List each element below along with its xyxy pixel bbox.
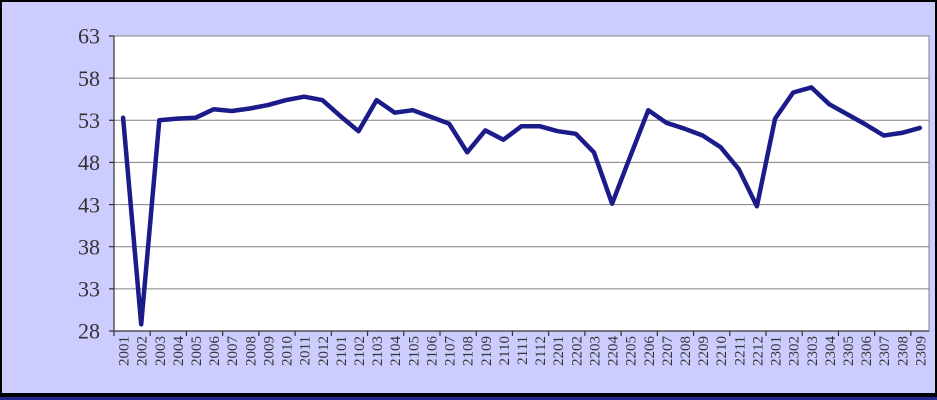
x-axis-label: 2107 <box>443 336 459 367</box>
y-axis-label: 38 <box>78 234 100 259</box>
x-axis-label: 2201 <box>551 336 567 366</box>
x-axis-label: 2002 <box>135 336 151 366</box>
x-axis-label: 2306 <box>859 336 875 367</box>
x-axis-label: 2006 <box>207 336 223 367</box>
x-axis-label: 2112 <box>533 336 549 365</box>
x-axis-label: 2209 <box>696 336 712 366</box>
x-axis-label: 2106 <box>424 336 440 367</box>
plot-area <box>113 35 930 332</box>
x-axis-label: 2007 <box>225 336 241 367</box>
x-axis-label: 2202 <box>569 336 585 366</box>
x-axis-label: 2205 <box>624 336 640 366</box>
x-axis-label: 2004 <box>171 336 187 367</box>
x-axis-label: 2102 <box>352 336 368 366</box>
x-axis-label: 2208 <box>678 336 694 366</box>
x-axis-label: 2204 <box>606 336 622 367</box>
x-axis-label: 2301 <box>769 336 785 366</box>
x-axis-label: 2210 <box>714 336 730 366</box>
x-axis-label: 2104 <box>388 336 404 367</box>
x-axis-label: 2103 <box>370 336 386 366</box>
x-axis-label: 2304 <box>823 336 839 367</box>
y-axis-label: 28 <box>78 319 100 344</box>
y-axis-label: 53 <box>78 108 100 133</box>
x-axis-label: 2308 <box>895 336 911 366</box>
x-axis-label: 2008 <box>243 336 259 366</box>
x-axis-label: 2010 <box>280 336 296 366</box>
x-axis-label: 2005 <box>189 336 205 366</box>
x-axis-label: 2309 <box>913 336 929 366</box>
x-axis-label: 2307 <box>877 336 893 367</box>
x-axis-label: 2211 <box>732 336 748 365</box>
x-axis-label: 2109 <box>479 336 495 366</box>
x-axis-label: 2003 <box>153 336 169 366</box>
y-axis-label: 48 <box>78 150 100 175</box>
x-axis-label: 2206 <box>642 336 658 367</box>
x-axis-label: 2001 <box>117 336 133 366</box>
x-axis-label: 2303 <box>805 336 821 366</box>
y-axis-label: 43 <box>78 192 100 217</box>
x-axis-label: 2305 <box>841 336 857 366</box>
y-axis-label: 33 <box>78 277 100 302</box>
bottom-border-line <box>0 394 937 397</box>
x-axis-label: 2012 <box>316 336 332 366</box>
y-axis-label: 63 <box>78 24 100 49</box>
x-axis-label: 2009 <box>261 336 277 366</box>
x-axis-label: 2207 <box>660 336 676 367</box>
x-axis-label: 2212 <box>750 336 766 366</box>
x-axis-label: 2302 <box>787 336 803 366</box>
x-axis-label: 2011 <box>298 336 314 365</box>
y-axis-label: 58 <box>78 66 100 91</box>
x-axis-label: 2101 <box>334 336 350 366</box>
x-axis-label: 2203 <box>587 336 603 366</box>
x-axis-label: 2111 <box>515 336 531 365</box>
x-axis-label: 2110 <box>497 336 513 365</box>
window-bottom-edge <box>0 397 937 400</box>
x-axis-label: 2105 <box>406 336 422 366</box>
data-series-line <box>120 85 923 327</box>
x-axis-label: 2108 <box>461 336 477 366</box>
